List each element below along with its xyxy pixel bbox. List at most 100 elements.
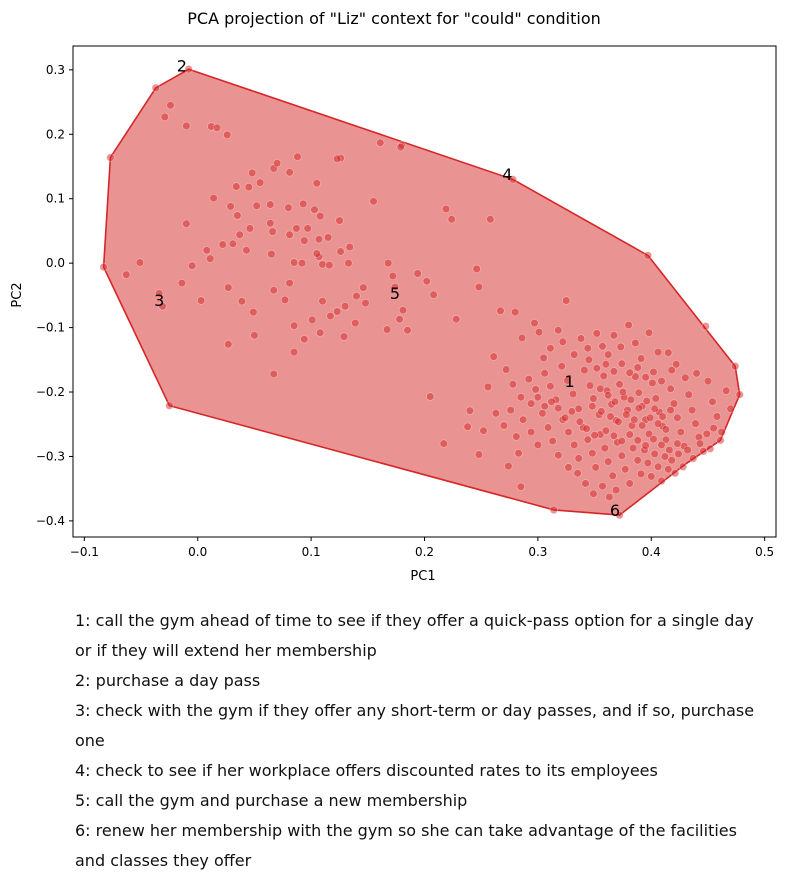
scatter-point-260 bbox=[584, 355, 594, 364]
scatter-point-307 bbox=[540, 402, 549, 411]
x-tick-label: 0.2 bbox=[415, 545, 434, 559]
scatter-point-96 bbox=[376, 138, 385, 147]
scatter-point-63 bbox=[122, 270, 131, 279]
scatter-point-103 bbox=[398, 306, 408, 315]
scatter-point-282 bbox=[617, 436, 626, 446]
scatter-point-189 bbox=[699, 447, 708, 456]
scatter-point-269 bbox=[657, 377, 666, 386]
scatter-point-11 bbox=[508, 175, 518, 184]
scatter-point-84 bbox=[359, 283, 368, 292]
scatter-point-146 bbox=[483, 382, 493, 392]
scatter-point-65 bbox=[177, 279, 186, 288]
scatter-point-108 bbox=[413, 269, 422, 278]
y-tick-label: 0.2 bbox=[46, 127, 65, 141]
scatter-point-106 bbox=[383, 325, 392, 334]
scatter-point-34 bbox=[310, 205, 319, 214]
scatter-point-5 bbox=[615, 510, 624, 520]
y-tick-label: −0.2 bbox=[36, 385, 65, 399]
scatter-point-22 bbox=[273, 159, 282, 168]
scatter-point-175 bbox=[648, 378, 657, 388]
scatter-point-136 bbox=[616, 342, 625, 352]
scatter-point-181 bbox=[669, 399, 679, 408]
scatter-point-234 bbox=[653, 462, 663, 471]
scatter-point-31 bbox=[266, 200, 275, 209]
scatter-point-174 bbox=[644, 429, 654, 439]
pca-chart: PCA projection of "Liz" context for "cou… bbox=[10, 9, 777, 584]
scatter-point-133 bbox=[598, 342, 607, 351]
scatter-point-262 bbox=[601, 360, 611, 369]
y-tick-label: 0.1 bbox=[46, 192, 65, 206]
x-tick-label: 0.1 bbox=[302, 545, 321, 559]
scatter-point-4 bbox=[165, 401, 174, 410]
scatter-point-140 bbox=[644, 328, 654, 337]
annotation-label: 6 bbox=[610, 501, 620, 520]
scatter-point-225 bbox=[621, 465, 630, 474]
scatter-point-214 bbox=[574, 454, 583, 463]
scatter-point-92 bbox=[158, 302, 167, 311]
scatter-point-283 bbox=[625, 430, 634, 439]
scatter-point-145 bbox=[502, 365, 511, 374]
scatter-point-48 bbox=[314, 235, 324, 244]
scatter-point-149 bbox=[524, 375, 533, 384]
scatter-point-194 bbox=[721, 386, 731, 395]
scatter-point-68 bbox=[237, 297, 246, 306]
scatter-point-243 bbox=[689, 454, 698, 463]
scatter-point-104 bbox=[395, 315, 404, 324]
scatter-point-171 bbox=[634, 388, 643, 397]
scatter-point-8 bbox=[735, 390, 744, 399]
scatter-point-101 bbox=[441, 204, 451, 214]
scatter-point-166 bbox=[615, 380, 624, 389]
legend-item-5: 5: call the gym and purchase a new membe… bbox=[75, 791, 468, 810]
scatter-point-236 bbox=[660, 452, 670, 461]
scatter-point-288 bbox=[665, 445, 674, 455]
scatter-point-9 bbox=[716, 436, 725, 445]
scatter-point-77 bbox=[300, 335, 309, 344]
scatter-point-226 bbox=[625, 479, 634, 488]
scatter-point-95 bbox=[396, 143, 405, 152]
scatter-point-49 bbox=[324, 233, 333, 242]
scatter-point-308 bbox=[533, 393, 543, 402]
scatter-point-264 bbox=[617, 359, 626, 368]
scatter-point-27 bbox=[244, 183, 253, 192]
scatter-point-297 bbox=[650, 404, 659, 413]
scatter-point-47 bbox=[303, 224, 312, 233]
scatter-point-250 bbox=[611, 485, 621, 495]
scatter-point-277 bbox=[645, 413, 655, 422]
scatter-point-266 bbox=[633, 363, 642, 372]
scatter-point-275 bbox=[630, 415, 639, 424]
scatter-point-35 bbox=[316, 212, 325, 221]
scatter-point-130 bbox=[576, 334, 586, 343]
scatter-point-39 bbox=[182, 219, 191, 228]
scatter-point-129 bbox=[570, 350, 579, 359]
scatter-point-29 bbox=[226, 202, 235, 211]
scatter-point-235 bbox=[657, 476, 666, 486]
scatter-point-70 bbox=[250, 331, 259, 340]
scatter-point-45 bbox=[292, 224, 301, 233]
scatter-point-81 bbox=[333, 307, 342, 316]
scatter-point-14 bbox=[166, 101, 175, 110]
scatter-point-152 bbox=[546, 382, 555, 391]
scatter-point-261 bbox=[592, 364, 601, 373]
scatter-point-67 bbox=[224, 283, 233, 292]
scatter-point-36 bbox=[335, 216, 344, 225]
scatter-point-301 bbox=[582, 424, 591, 433]
scatter-point-142 bbox=[664, 348, 673, 357]
scatter-point-150 bbox=[531, 385, 540, 394]
scatter-point-278 bbox=[653, 419, 663, 428]
scatter-point-186 bbox=[687, 406, 697, 415]
scatter-point-58 bbox=[242, 246, 251, 255]
scatter-point-71 bbox=[224, 340, 233, 349]
scatter-point-72 bbox=[269, 286, 278, 295]
scatter-point-110 bbox=[429, 290, 438, 299]
scatter-point-158 bbox=[580, 366, 589, 375]
scatter-point-69 bbox=[249, 308, 258, 317]
scatter-point-305 bbox=[554, 404, 563, 413]
scatter-point-284 bbox=[633, 436, 642, 445]
scatter-point-228 bbox=[633, 456, 642, 465]
scatter-point-209 bbox=[548, 436, 557, 446]
scatter-point-242 bbox=[683, 445, 692, 455]
scatter-point-191 bbox=[708, 397, 717, 406]
scatter-point-75 bbox=[290, 321, 299, 330]
scatter-point-132 bbox=[592, 329, 601, 338]
scatter-point-137 bbox=[624, 320, 633, 330]
